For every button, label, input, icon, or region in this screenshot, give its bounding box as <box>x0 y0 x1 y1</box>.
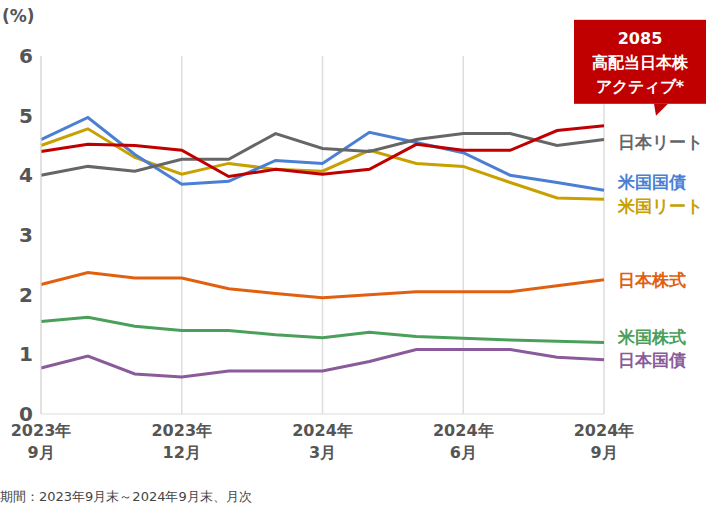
svg-text:2: 2 <box>19 283 33 307</box>
svg-text:5: 5 <box>19 104 33 128</box>
svg-text:2023年12月: 2023年12月 <box>151 421 212 462</box>
svg-text:2024年3月: 2024年3月 <box>292 421 353 462</box>
svg-text:1: 1 <box>19 342 33 366</box>
svg-text:日本株式: 日本株式 <box>618 270 686 290</box>
html-text:期間：2023年9月末～2024年9月末、月次: 期間：2023年9月末～2024年9月末、月次 <box>0 489 252 504</box>
svg-text:0: 0 <box>19 402 33 426</box>
svg-text:6: 6 <box>19 44 33 68</box>
svg-text:米国国債: 米国国債 <box>617 172 686 192</box>
svg-text:日本国債: 日本国債 <box>618 350 686 370</box>
svg-text:4: 4 <box>19 163 33 187</box>
svg-text:米国リート: 米国リート <box>617 196 703 216</box>
svg-text:日本リート: 日本リート <box>618 132 703 152</box>
svg-text:2023年9月: 2023年9月 <box>11 421 72 462</box>
svg-text:2085高配当日本株アクティブ*: 2085高配当日本株アクティブ* <box>592 29 689 96</box>
svg-text:2024年9月: 2024年9月 <box>574 421 635 462</box>
svg-text:2024年6月: 2024年6月 <box>433 421 494 462</box>
svg-text:3: 3 <box>19 223 33 247</box>
svg-text:米国株式: 米国株式 <box>617 327 686 347</box>
